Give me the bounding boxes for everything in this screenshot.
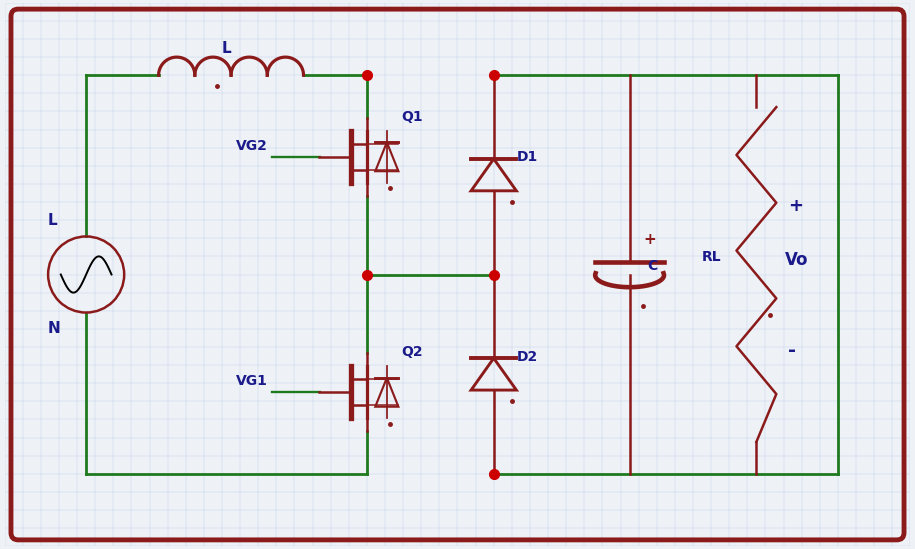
Text: L: L (48, 212, 58, 228)
Text: VG1: VG1 (235, 374, 267, 388)
Text: L: L (222, 41, 231, 55)
Text: +: + (788, 197, 803, 215)
Text: RL: RL (702, 250, 722, 264)
Text: Q2: Q2 (402, 345, 423, 359)
Text: Q1: Q1 (402, 109, 423, 124)
Text: Vo: Vo (785, 251, 809, 270)
Text: -: - (788, 341, 796, 360)
Text: D1: D1 (516, 150, 538, 164)
Text: VG2: VG2 (235, 138, 267, 153)
Text: C: C (648, 259, 658, 273)
Text: D2: D2 (516, 350, 538, 363)
Text: +: + (643, 232, 656, 247)
Text: N: N (48, 321, 61, 337)
